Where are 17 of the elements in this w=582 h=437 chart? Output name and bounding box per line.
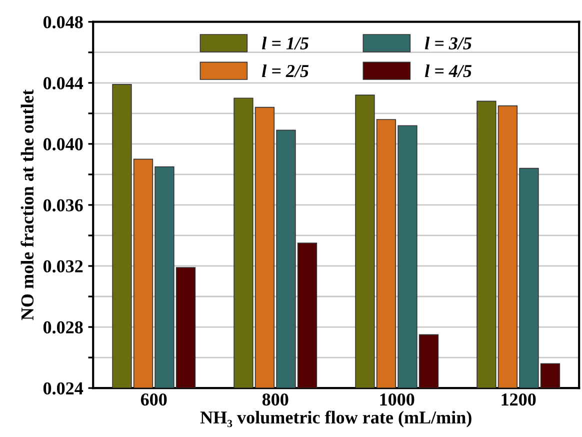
- legend-label: l = 4/5: [424, 64, 472, 78]
- legend-label: l = 3/5: [424, 36, 472, 50]
- y-tick-label: 0.024: [43, 382, 84, 395]
- y-tick-label: 0.040: [43, 138, 83, 150]
- y-tick-label: 0.036: [43, 199, 83, 212]
- y-tick-label: 0.032: [43, 260, 83, 273]
- y-tick-label: 0.044: [43, 77, 84, 90]
- y-tick-label: 0.028: [43, 321, 83, 334]
- x-axis-title: NH₃ volumetric flow rate (mL/min): [200, 410, 472, 428]
- y-tick-label: 0.048: [43, 16, 83, 28]
- x-tick-label: 600: [140, 393, 167, 406]
- x-tick-label: 1000: [380, 393, 414, 406]
- x-tick-label: 800: [262, 393, 288, 406]
- x-tick-label: 1200: [502, 393, 536, 406]
- legend-label: l = 2/5: [262, 64, 309, 78]
- legend-label: l = 1/5: [262, 36, 309, 50]
- y-axis-title: NO mole fraction at the outlet: [20, 89, 34, 320]
